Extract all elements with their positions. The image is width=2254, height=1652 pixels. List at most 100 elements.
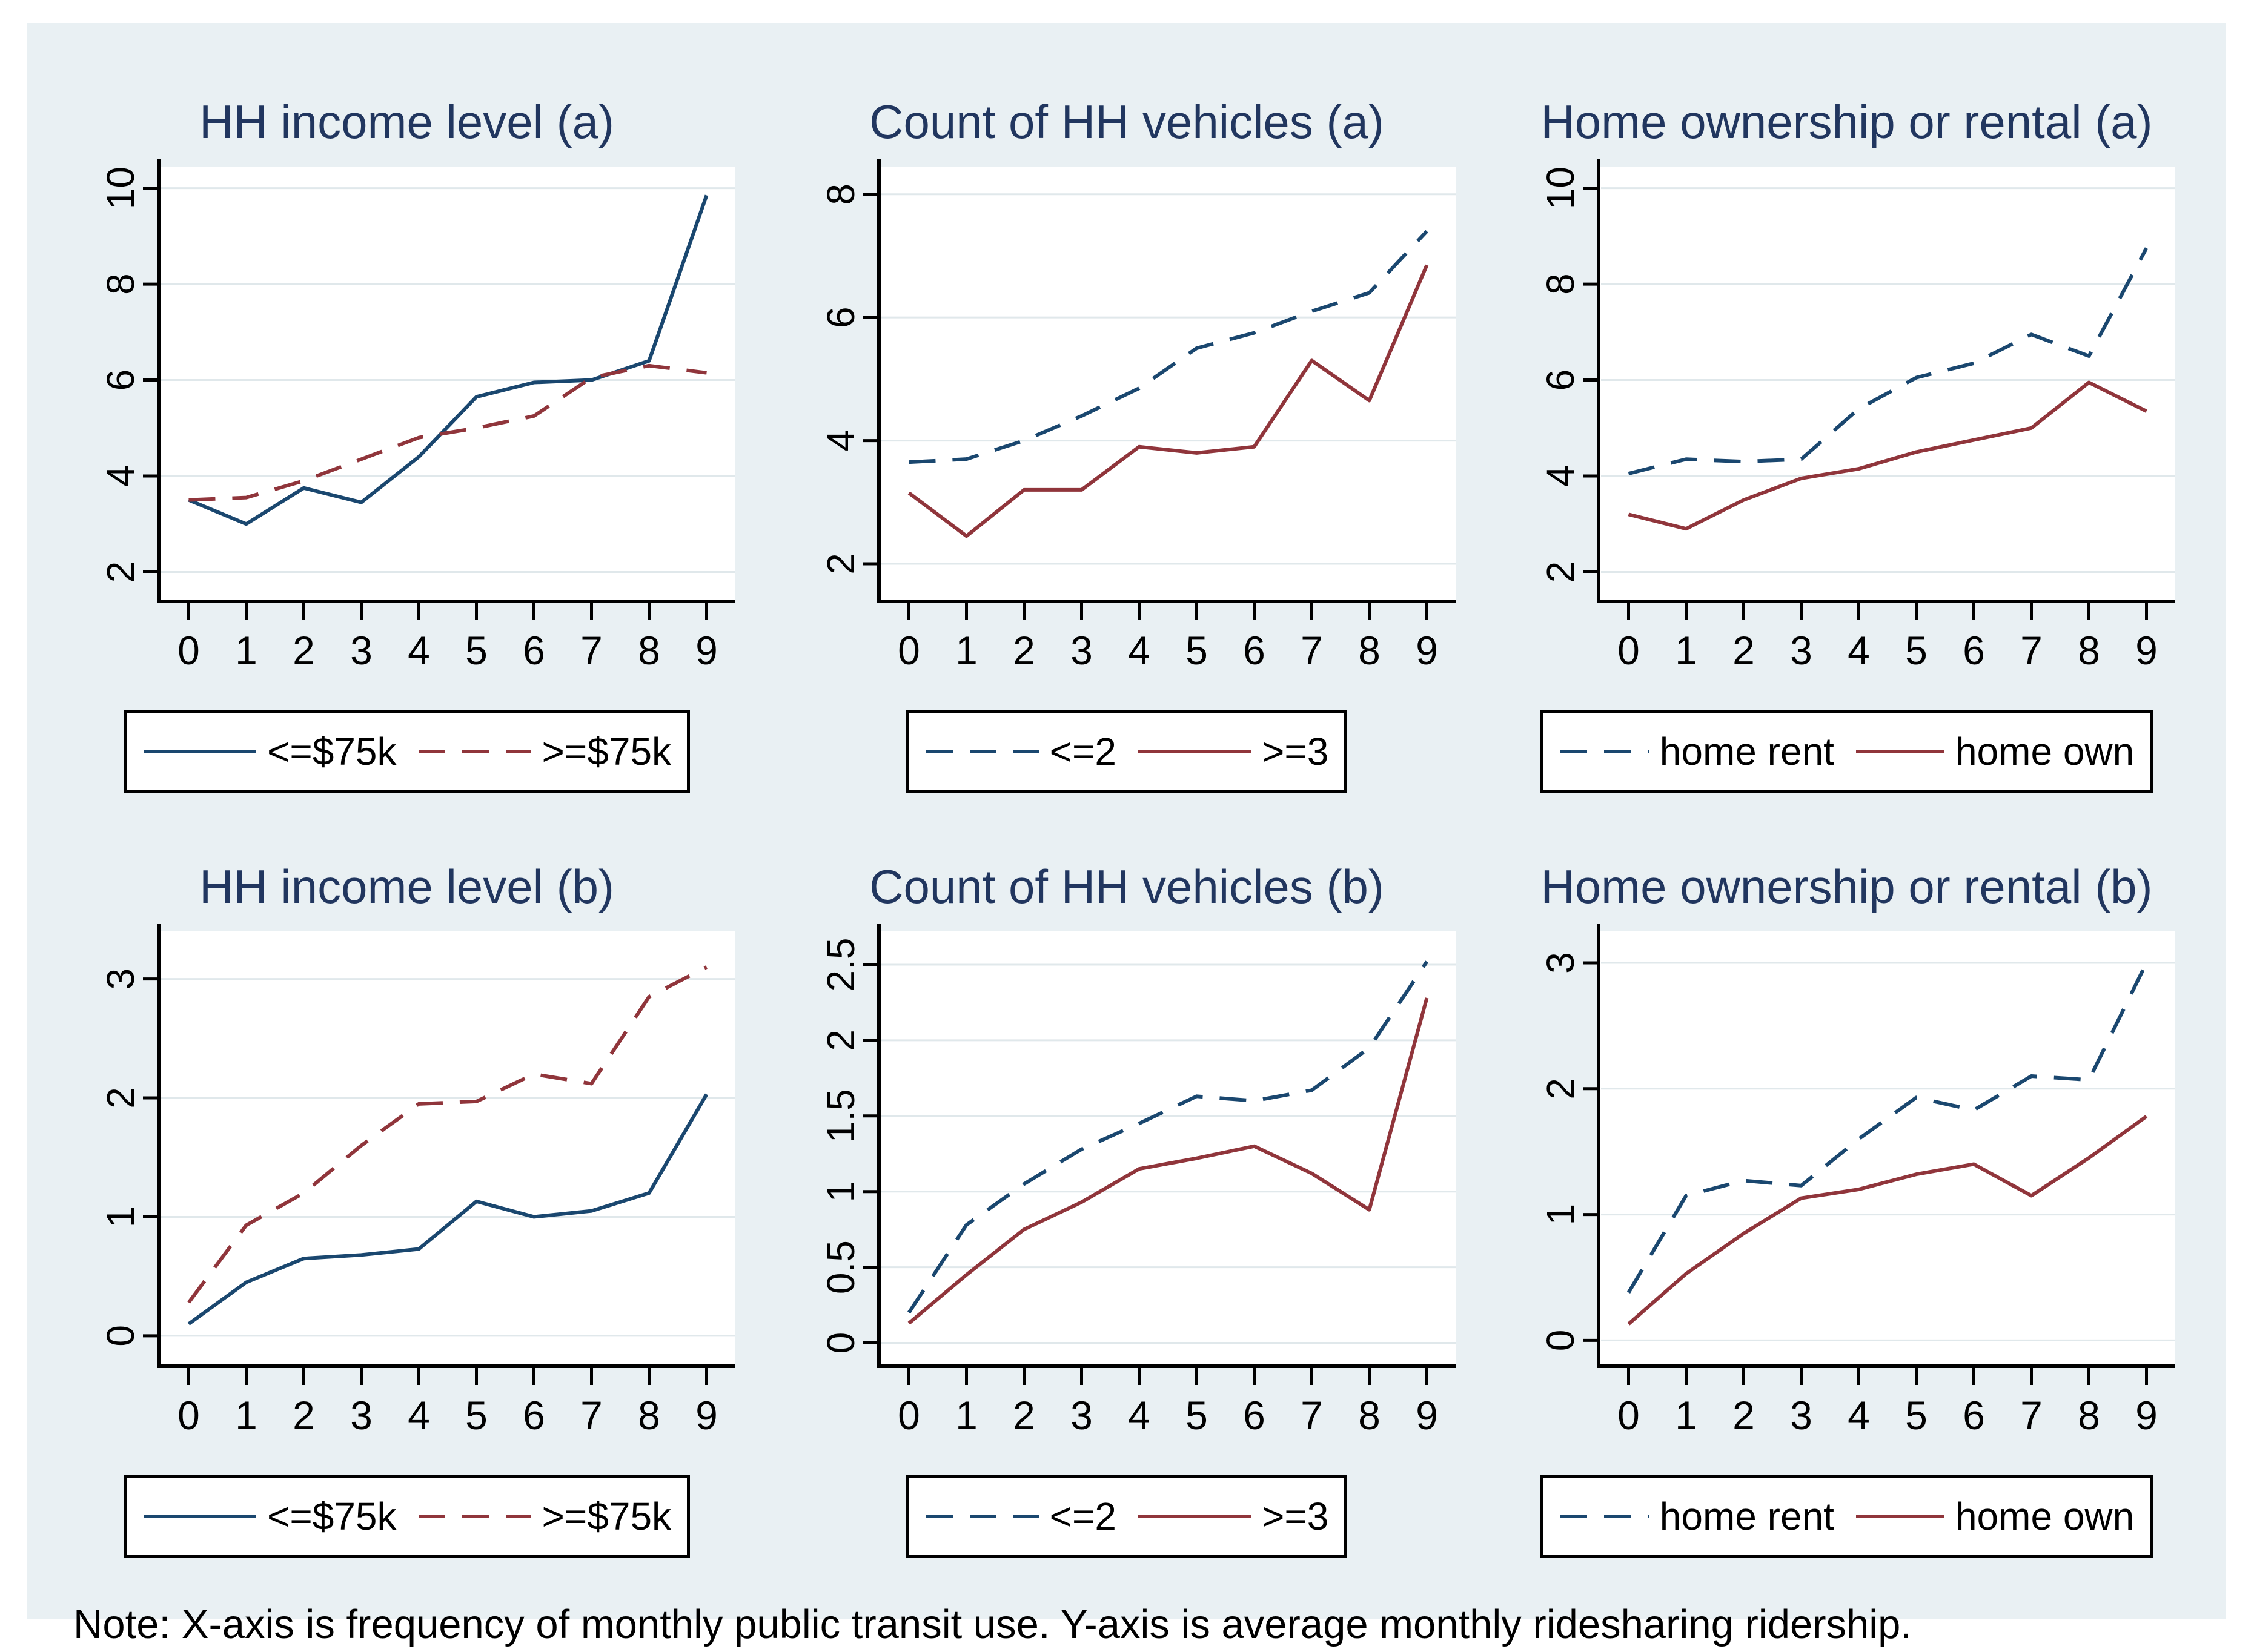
series-line-solid (907, 264, 1428, 538)
x-tick-label: 9 (695, 1393, 718, 1438)
x-tick-label: 8 (2078, 628, 2100, 673)
y-tick-label: 2 (1539, 1078, 1582, 1100)
x-tick-label: 4 (1848, 628, 1870, 673)
series-line-solid (907, 997, 1428, 1325)
legend-label: home own (1955, 1495, 2135, 1538)
x-tick-label: 6 (1243, 1393, 1265, 1438)
legend-sample-solid-line-icon (1855, 1515, 1944, 1518)
x-tick-label: 6 (1963, 628, 1985, 673)
x-tick-label: 2 (1013, 1393, 1035, 1438)
y-tick-label: 2 (1539, 561, 1582, 583)
x-tick-label: 4 (1848, 1393, 1870, 1438)
legend-entry: <=$75k (142, 729, 397, 774)
panel-title: Count of HH vehicles (b) (869, 860, 1384, 913)
chart-panel-4: HH income level (b) 0 1 2 3 0 1 2 3 4 5 6 7 8 9 <=$75k >… (48, 861, 766, 1558)
x-tick-label: 9 (2135, 1393, 2158, 1438)
legend-entry: home own (1855, 1494, 2134, 1539)
legend-entry: <=2 (925, 729, 1116, 774)
x-tick-label: 7 (2020, 628, 2043, 673)
legend-box: <=2 >=3 (906, 710, 1348, 793)
x-tick-label: 3 (1070, 628, 1093, 673)
x-tick-label: 5 (1905, 628, 1928, 673)
x-tick-label: 3 (350, 1393, 373, 1438)
x-tick-label: 0 (177, 1393, 200, 1438)
x-tick-label: 1 (955, 628, 978, 673)
y-tick-label: 6 (99, 369, 142, 391)
x-tick-label: 8 (638, 628, 660, 673)
legend-sample-solid-line-icon (1855, 750, 1944, 753)
x-tick-label: 5 (1905, 1393, 1928, 1438)
legend-entry: <=2 (925, 1494, 1116, 1539)
legend-sample-solid-line-icon (1138, 750, 1251, 753)
legend-sample-dashed-line-icon (926, 750, 1039, 753)
y-tick-label: 2 (99, 561, 142, 583)
series-line-dashed (907, 960, 1428, 1314)
legend-label: home rent (1659, 1495, 1834, 1538)
x-tick-label: 3 (1790, 1393, 1812, 1438)
x-tick-label: 8 (2078, 1393, 2100, 1438)
x-tick-label: 3 (1790, 628, 1812, 673)
x-tick-label: 3 (350, 628, 373, 673)
chart-panel-6: Home ownership or rental (b) 0 1 2 3 0 1 2 3 4 5 6 7… (1488, 861, 2206, 1558)
x-tick-label: 5 (1185, 628, 1208, 673)
y-tick-label: 8 (99, 273, 142, 295)
y-tick-label: 3 (99, 968, 142, 990)
x-tick-label: 2 (1732, 628, 1755, 673)
plot-background (160, 931, 735, 1366)
x-tick-label: 1 (235, 1393, 257, 1438)
y-tick-label: 1 (99, 1206, 142, 1228)
legend-box: home rent home own (1540, 1475, 2153, 1558)
y-tick-label: 6 (1539, 369, 1582, 391)
x-tick-label: 2 (1732, 1393, 1755, 1438)
y-tick-label: 2 (99, 1087, 142, 1109)
y-tick-label: 4 (818, 430, 862, 452)
y-tick-label: 2 (818, 553, 862, 575)
legend-entry: home own (1855, 729, 2134, 774)
x-tick-label: 6 (523, 628, 545, 673)
legend-entry: <=$75k (142, 1494, 397, 1539)
panel-title: Count of HH vehicles (a) (869, 95, 1384, 148)
panel-title: Home ownership or rental (b) (1540, 860, 2153, 913)
panel-title: HH income level (b) (199, 860, 614, 913)
x-tick-label: 9 (1416, 628, 1438, 673)
plot-background (1600, 931, 2175, 1366)
chart-panel-3: Home ownership or rental (a) 2 4 6 8 10 0 1 2 3 4 5… (1488, 96, 2206, 793)
x-tick-label: 5 (465, 628, 488, 673)
x-tick-label: 9 (695, 628, 718, 673)
y-tick-label: 4 (1539, 465, 1582, 487)
y-tick-label: 2 (818, 1029, 862, 1051)
x-tick-label: 4 (408, 1393, 430, 1438)
y-tick-label: 2.5 (818, 937, 862, 991)
legend-label: home rent (1659, 730, 1834, 773)
legend-box: <=$75k >=$75k (123, 1475, 691, 1558)
legend-sample-dashed-line-icon (1560, 1515, 1649, 1518)
legend-entry: >=3 (1137, 1494, 1328, 1539)
legend-sample-solid-line-icon (143, 1515, 256, 1518)
legend-entry: >=$75k (417, 1494, 671, 1539)
x-tick-label: 8 (1358, 628, 1381, 673)
x-tick-label: 5 (1185, 1393, 1208, 1438)
y-tick-label: 6 (818, 306, 862, 328)
x-tick-label: 8 (638, 1393, 660, 1438)
x-tick-label: 6 (1243, 628, 1265, 673)
charts-row-2: HH income level (b) 0 1 2 3 0 1 2 3 4 5 6 7 8 9 <=$75k >… (48, 861, 2206, 1558)
y-tick-label: 10 (99, 167, 142, 210)
x-tick-label: 0 (177, 628, 200, 673)
x-tick-label: 2 (1013, 628, 1035, 673)
plot-area: 00.511.522.50 1 2 3 4 5 6 7 8 9 (818, 924, 1456, 1438)
series-line-solid (1627, 1115, 2148, 1326)
plot-background (1600, 167, 2175, 601)
legend-box: <=2 >=3 (906, 1475, 1348, 1558)
x-tick-label: 6 (523, 1393, 545, 1438)
legend-entry: home rent (1559, 1494, 1834, 1539)
plot-background (160, 167, 735, 601)
y-tick-label: 0 (818, 1332, 862, 1354)
x-tick-label: 2 (293, 1393, 315, 1438)
legend-sample-solid-line-icon (143, 750, 256, 753)
x-tick-label: 0 (1617, 1393, 1640, 1438)
x-tick-label: 9 (1416, 1393, 1438, 1438)
